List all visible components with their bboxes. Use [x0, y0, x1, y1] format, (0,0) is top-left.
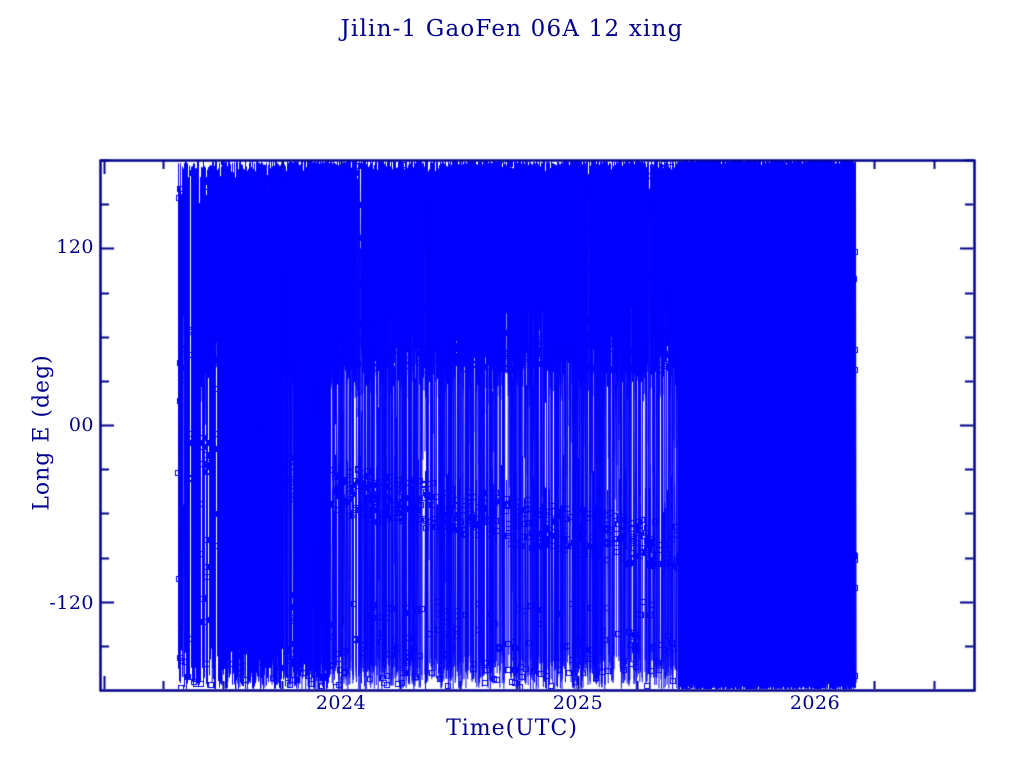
- x-tick-label-2024: 2024: [315, 692, 367, 714]
- x-tick-label-2026: 2026: [789, 692, 841, 714]
- y-tick-label-0: 00: [68, 414, 94, 436]
- x-tick-label-2025: 2025: [552, 692, 604, 714]
- y-tick-label-minus-120: -120: [49, 592, 94, 614]
- x-axis-title: Time(UTC): [446, 716, 578, 741]
- y-tick-label-120: 120: [56, 236, 94, 258]
